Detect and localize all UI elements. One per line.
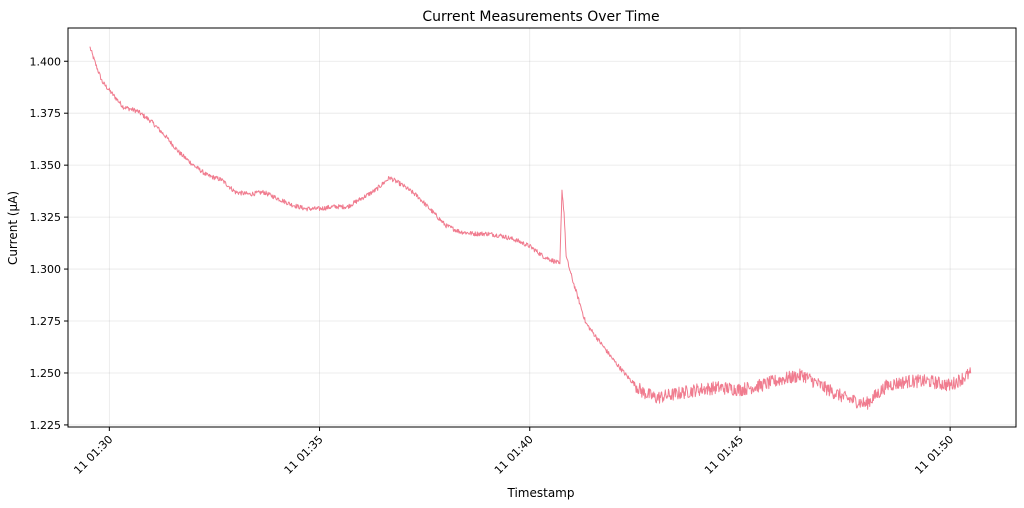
y-tick-label: 1.400: [30, 55, 62, 68]
x-axis-label: Timestamp: [507, 486, 575, 500]
chart-title: Current Measurements Over Time: [422, 9, 659, 25]
y-tick-label: 1.350: [30, 159, 62, 172]
plot-frame: [67, 27, 1017, 428]
y-axis-label: Current (µA): [6, 191, 20, 265]
y-tick-label: 1.225: [30, 419, 62, 432]
y-tick-label: 1.275: [30, 315, 62, 328]
x-axis: 11 01:30 11 01:35 11 01:40 11 01:45 11 01:50: [71, 427, 956, 477]
x-tick-label: 11 01:40: [492, 433, 536, 477]
y-tick-label: 1.375: [30, 107, 62, 120]
y-axis: 1.225 1.250 1.275 1.300 1.325 1.350 1.375 1.400: [30, 55, 68, 432]
y-tick-label: 1.250: [30, 367, 62, 380]
x-tick-label: 11 01:50: [912, 433, 956, 477]
series-line: [89, 46, 972, 410]
x-tick-label: 11 01:45: [702, 433, 746, 477]
x-tick-label: 11 01:35: [282, 433, 326, 477]
y-tick-label: 1.300: [30, 263, 62, 276]
grid: [68, 28, 1016, 427]
x-tick-label: 11 01:30: [71, 433, 115, 477]
y-tick-label: 1.325: [30, 211, 62, 224]
